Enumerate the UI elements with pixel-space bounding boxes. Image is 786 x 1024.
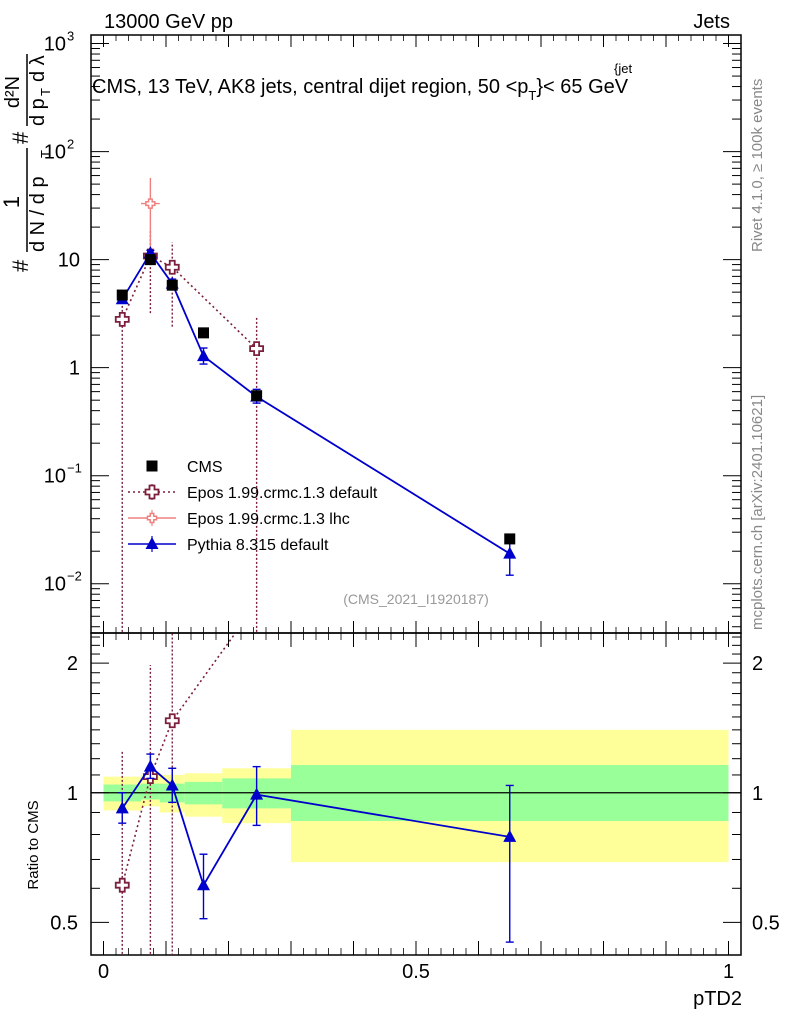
- legend-marker-cms: [146, 460, 158, 472]
- ratio-pythia-point: [197, 878, 210, 891]
- ratio-pythia-point: [503, 829, 517, 842]
- main-epos_default-point: [249, 341, 265, 357]
- ratio-ytick-label-right: 0.5: [752, 912, 780, 934]
- ratio-ytick-label-left: 1: [67, 783, 78, 805]
- plot-title-super: {jet: [614, 61, 632, 76]
- main-cms-point: [251, 390, 263, 402]
- category-label: Jets: [693, 11, 730, 33]
- ratio-plot-layer: [91, 633, 741, 955]
- ylabel-frac-num: 1: [0, 196, 24, 208]
- main-epos_default-line: [121, 254, 258, 350]
- main-ytick-label: 10: [44, 142, 66, 164]
- ratio-xtick-label: 0.5: [402, 961, 430, 983]
- ratio-ytick-label-right: 1: [752, 783, 763, 805]
- ratio-pythia-line: [121, 765, 510, 888]
- legend-label-pythia: Pythia 8.315 default: [187, 537, 329, 554]
- plot-title: CMS, 13 TeV, AK8 jets, central dijet reg…: [92, 61, 632, 103]
- main-epos_default-point: [164, 259, 180, 275]
- energy-label: 13000 GeV pp: [104, 11, 233, 33]
- ratio-axis-ticks: 2 2 1 1 0.5 0.5 0 0.5 1: [50, 633, 780, 983]
- ylabel-frac2-den-a: d p: [27, 98, 49, 126]
- main-ytick-label: 1: [69, 358, 80, 380]
- main-plot-layer: [114, 177, 517, 633]
- legend-marker-pythia: [145, 537, 159, 549]
- plot-title-sub: T: [528, 88, 536, 103]
- ratio-ytick-label-left: 0.5: [50, 912, 78, 934]
- main-cms-point: [166, 279, 178, 291]
- ylabel-frac2-num: d²N: [2, 76, 24, 108]
- ratio-pythia-point: [165, 778, 179, 791]
- main-ytick-label: 10: [44, 574, 66, 596]
- ratio-xtick-label: 1: [723, 961, 734, 983]
- ylabel-frac-den: d N / d p: [27, 176, 49, 252]
- ylabel-frac2-den-b: d λ: [27, 55, 49, 82]
- plot-title-main: CMS, 13 TeV, AK8 jets, central dijet reg…: [92, 76, 629, 103]
- main-epos_default-point: [114, 311, 130, 327]
- main-ylabel: # 1 d N / d p T # d²N d p T d λ: [0, 54, 53, 272]
- ratio-epos_default-point: [164, 713, 180, 729]
- legend-label-epos_default: Epos 1.99.crmc.1.3 default: [187, 485, 378, 502]
- legend-label-cms: CMS: [187, 459, 223, 476]
- ratio-pythia-point: [250, 787, 264, 800]
- main-ytick-label: 10: [44, 34, 66, 56]
- main-ytick-exp: −1: [67, 461, 82, 476]
- main-ytick-exp: 3: [67, 29, 74, 44]
- main-cms-point: [144, 254, 156, 266]
- main-ytick-label: 10: [44, 466, 66, 488]
- ratio-epos_default-point: [114, 877, 130, 893]
- main-pythia-line: [121, 251, 511, 555]
- legend: CMS Epos 1.99.crmc.1.3 default Epos 1.99.c…: [128, 459, 378, 554]
- main-pythia-point: [197, 349, 210, 362]
- plot-title-end: }< 65 GeV: [536, 76, 628, 98]
- rivet-version-label: Rivet 4.1.0, ≥ 100k events: [749, 79, 766, 252]
- legend-marker-epos_default: [144, 484, 160, 500]
- ratio-epos_default-line: [121, 633, 237, 886]
- x-axis-label: pTD2: [693, 988, 742, 1010]
- main-pythia-point: [503, 546, 517, 559]
- main-epos_lhc-point: [145, 198, 156, 209]
- ratio-ytick-label-right: 2: [752, 653, 763, 675]
- ratio-pythia-point: [143, 759, 157, 772]
- ratio-band-inner: [141, 783, 160, 800]
- legend-marker-epos_lhc: [146, 512, 158, 524]
- ratio-ytick-label-left: 2: [67, 653, 78, 675]
- ylabel-frac2-den-sub: T: [38, 88, 53, 96]
- plot-title-text: CMS, 13 TeV, AK8 jets, central dijet reg…: [92, 76, 528, 98]
- legend-label-epos_lhc: Epos 1.99.crmc.1.3 lhc: [187, 511, 350, 528]
- ylabel-frac-den-sub: T: [38, 150, 53, 158]
- analysis-label: (CMS_2021_I1920187): [343, 591, 489, 607]
- ylabel-hash-2: #: [8, 131, 33, 144]
- mcplots-label: mcplots.cern.ch [arXiv:2401.10621]: [749, 395, 766, 630]
- ratio-ylabel: Ratio to CMS: [25, 800, 42, 889]
- main-cms-point: [198, 327, 209, 339]
- main-cms-point: [504, 533, 516, 545]
- main-ytick-label: 10: [58, 250, 80, 272]
- main-ytick-exp: −2: [67, 569, 82, 584]
- ratio-pythia-point: [115, 801, 129, 814]
- ylabel-hash-1: #: [8, 259, 33, 272]
- main-ytick-exp: 2: [67, 137, 74, 152]
- main-cms-point: [116, 289, 128, 301]
- ratio-xtick-label: 0: [98, 961, 109, 983]
